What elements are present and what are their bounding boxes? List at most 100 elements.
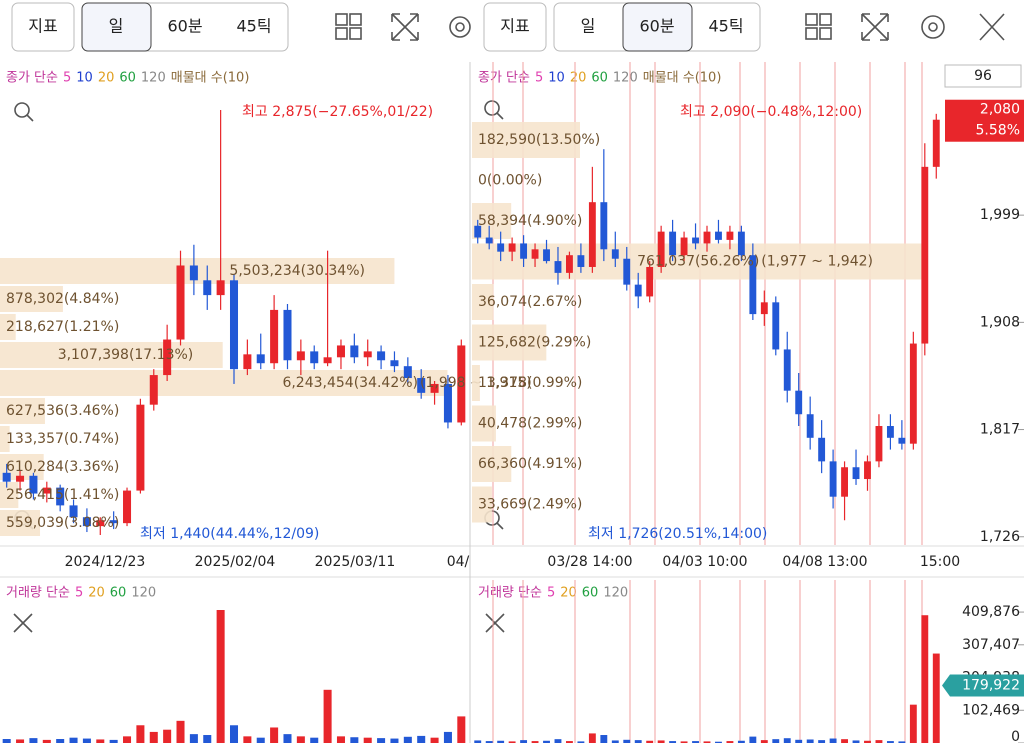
volume-bar: [726, 741, 734, 743]
candle-body: [886, 426, 894, 438]
candle-body: [443, 383, 452, 423]
legend-item: 매물대 수(10): [643, 71, 722, 86]
candle-body: [737, 231, 745, 256]
candle-body: [123, 490, 132, 524]
tab-label[interactable]: 60분: [639, 17, 674, 36]
indicator-button[interactable]: [483, 2, 547, 52]
candle-body: [611, 249, 619, 259]
low-annotation: 최저 1,726(20.51%,14:00): [588, 526, 767, 542]
volume-bar: [42, 739, 51, 743]
volume-bar: [566, 741, 573, 743]
volume-profile-label: 3,107,398(17.13%): [58, 347, 194, 363]
candle-body: [634, 284, 642, 297]
volume-bar: [136, 725, 145, 743]
candle-body: [457, 345, 466, 423]
tab-label[interactable]: 45틱: [236, 17, 271, 36]
high-annotation: 최고 2,090(−0.48%,12:00): [680, 104, 862, 120]
candle-body: [390, 360, 399, 367]
volume-bar: [875, 740, 883, 743]
candle-body: [216, 280, 225, 296]
volume-profile-bar: [472, 405, 496, 442]
legend-item: 5: [547, 586, 555, 601]
volume-bar: [403, 736, 412, 743]
volume-bar: [611, 740, 619, 743]
count-box: [944, 64, 1022, 88]
candle-body: [588, 202, 596, 267]
volume-bar: [715, 741, 722, 743]
volume-profile-label: 133,357(0.74%): [6, 431, 119, 447]
price-tag-label: 2,080: [980, 102, 1020, 118]
legend-item: 60: [591, 71, 608, 86]
volume-profile-bar: [0, 398, 45, 424]
candle-body: [176, 265, 185, 340]
candle-body: [543, 249, 550, 262]
candle-body: [296, 351, 305, 361]
candle-body: [921, 166, 929, 344]
volume-bar: [430, 737, 439, 743]
volume-profile-bar: [472, 122, 580, 158]
volume-bar: [390, 738, 399, 743]
volume-bar: [189, 734, 198, 743]
candle-body: [96, 520, 105, 527]
indicator-button-label[interactable]: 지표: [500, 17, 529, 36]
volume-bar: [457, 716, 466, 743]
candle-body: [577, 255, 585, 267]
tab-label[interactable]: 일: [109, 17, 124, 36]
volume-bar: [588, 733, 596, 743]
volume-profile-label: 36,074(2.67%): [478, 294, 582, 310]
candle-body: [806, 414, 814, 438]
candle-body: [703, 231, 711, 244]
volume-bar: [577, 741, 585, 743]
volume-profile-bar: [0, 342, 223, 368]
volume-profile-bar: [0, 510, 41, 536]
tab-label[interactable]: 일: [581, 17, 596, 36]
legend-item: 5: [75, 586, 83, 601]
candle-body: [243, 354, 252, 370]
candle-body: [56, 487, 65, 506]
candle-body: [760, 302, 768, 315]
volume-bar: [229, 725, 239, 743]
volume-bar: [336, 736, 345, 743]
candle-body: [69, 505, 78, 518]
candle-body: [715, 231, 722, 240]
volume-bar: [149, 731, 158, 743]
candle-body: [623, 258, 631, 285]
candle-body: [430, 383, 439, 393]
candle-body: [82, 517, 91, 527]
volume-bar: [554, 739, 562, 743]
volume-bar: [256, 737, 265, 743]
volume-profile-label: 33,669(2.49%): [478, 497, 582, 513]
indicator-button[interactable]: [11, 2, 75, 52]
volume-bar: [377, 738, 386, 743]
volume-bar: [474, 740, 482, 743]
selected-tab[interactable]: [81, 2, 152, 52]
candle-body: [600, 202, 608, 250]
legend-item: 10: [548, 71, 565, 86]
volume-y-tick-label: 102,469: [962, 702, 1020, 718]
candle-body: [270, 309, 279, 364]
volume-bar: [680, 741, 688, 743]
legend-item: 120: [613, 71, 638, 86]
volume-bar: [531, 741, 539, 743]
candle-body: [531, 249, 539, 259]
indicator-button-label[interactable]: 지표: [28, 17, 57, 36]
selected-tab[interactable]: [622, 2, 693, 52]
volume-y-tick-label: 307,407: [962, 637, 1020, 653]
candle-body: [795, 390, 803, 415]
volume-profile-label: 878,302(4.84%): [6, 291, 119, 307]
tab-label[interactable]: 60분: [167, 17, 202, 36]
volume-bar: [829, 738, 837, 743]
volume-bar: [123, 736, 132, 743]
price-tag: [945, 99, 1024, 142]
volume-bar: [163, 729, 172, 743]
volume-bar: [760, 740, 768, 743]
volume-bar: [795, 739, 803, 743]
x-tick-label: 2024/12/23: [65, 554, 146, 570]
legend-item: 60: [582, 586, 599, 601]
volume-profile-bar: [0, 370, 448, 396]
volume-profile-label: 0(0.00%): [478, 173, 542, 189]
legend-item: 5: [63, 71, 71, 86]
tab-label[interactable]: 45틱: [708, 17, 743, 36]
volume-profile-bar: [472, 324, 547, 361]
volume-bar: [898, 741, 906, 743]
